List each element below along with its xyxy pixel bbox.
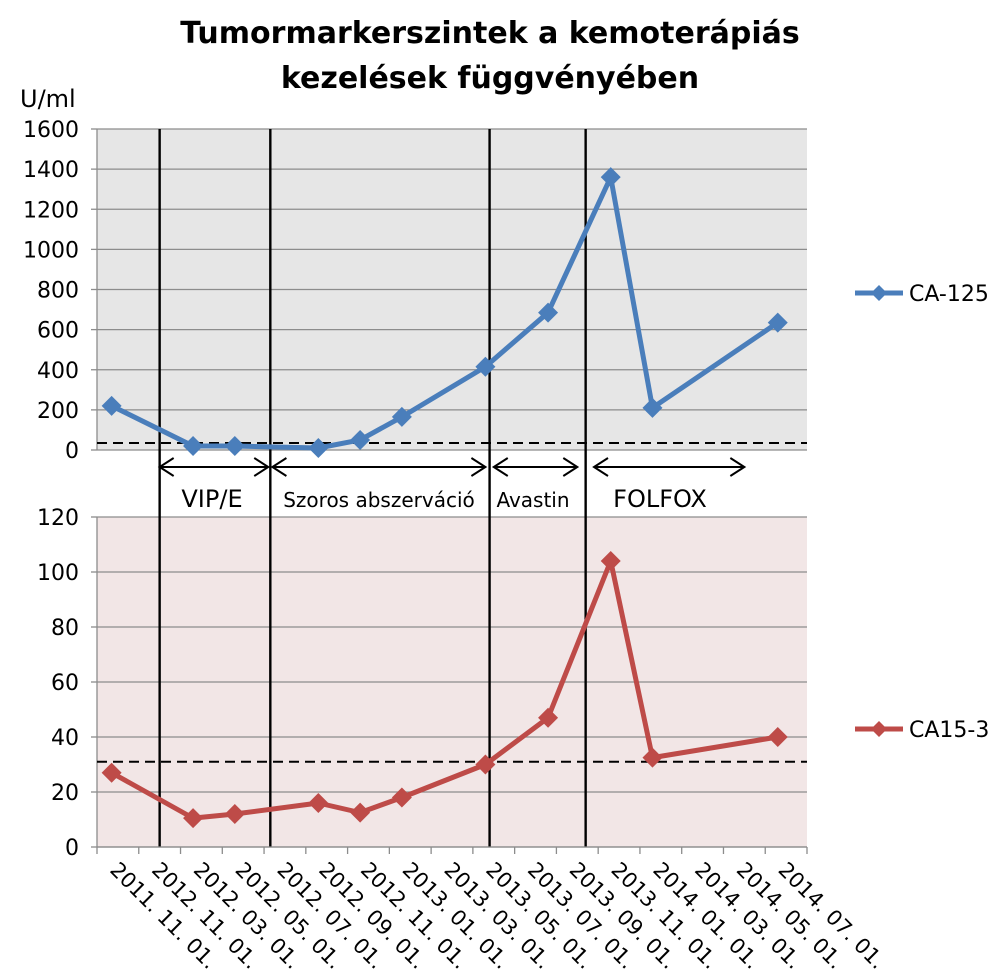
- y-tick-label: 1600: [23, 118, 79, 143]
- phase-arrow-head-right: [729, 457, 747, 477]
- phase-arrow-head-left: [157, 457, 175, 477]
- y-tick-label: 60: [51, 671, 79, 696]
- data-point-CA15-3: [350, 802, 371, 823]
- y-tick-label: 40: [51, 726, 79, 751]
- phase-arrow-head-left: [270, 457, 287, 477]
- phase-arrow-head-right: [253, 457, 271, 477]
- phase-label-folfox: FOLFOX: [613, 485, 707, 513]
- phase-label-avastin: Avastin: [496, 488, 569, 512]
- y-tick-label: 200: [37, 399, 79, 424]
- data-point-CA15-3: [183, 808, 204, 829]
- data-point-CA15-3: [767, 727, 788, 747]
- phase-arrow-head-right: [470, 457, 488, 477]
- data-point-CA15-3: [308, 793, 329, 813]
- data-point-CA-125: [101, 395, 122, 416]
- data-point-CA-125: [183, 435, 204, 456]
- y-tick-label: 120: [37, 506, 79, 531]
- data-point-CA15-3: [391, 787, 412, 808]
- phase-arrow-head-left: [592, 457, 609, 477]
- legend-marker-CA15-3: [871, 721, 887, 737]
- data-point-CA15-3: [642, 747, 663, 768]
- y-tick-label: 0: [65, 836, 79, 861]
- y-tick-label: 1200: [23, 198, 79, 223]
- y-tick-label: 80: [51, 616, 79, 641]
- data-point-CA-125: [391, 406, 412, 427]
- legend-label-CA15-3: CA15-3: [909, 718, 989, 743]
- y-tick-label: 400: [37, 359, 79, 384]
- data-point-CA-125: [767, 312, 788, 333]
- data-point-CA15-3: [475, 754, 496, 775]
- phase-label-szoros-abszerv-ci-: Szoros abszerváció: [283, 488, 475, 512]
- data-point-CA-125: [642, 397, 663, 418]
- data-point-CA-125: [350, 429, 371, 450]
- data-point-CA-125: [538, 302, 559, 323]
- data-point-CA-125: [224, 435, 245, 456]
- data-point-CA15-3: [538, 707, 559, 728]
- data-point-CA-125: [308, 437, 329, 458]
- phase-arrow-head-left: [491, 457, 509, 477]
- y-tick-label: 600: [37, 319, 79, 344]
- y-tick-label: 1000: [23, 238, 79, 263]
- data-point-CA-125: [600, 167, 621, 188]
- chart-title-line-1: Tumormarkerszintek a kemoterápiás: [180, 16, 799, 51]
- data-point-CA15-3: [101, 762, 122, 783]
- y-tick-label: 800: [37, 279, 79, 304]
- data-point-CA15-3: [600, 551, 621, 571]
- phase-label-vip-e: VIP/E: [181, 485, 242, 513]
- y-tick-label: 20: [51, 781, 79, 806]
- legend-marker-CA-125: [871, 285, 887, 301]
- y-tick-label: 1400: [23, 158, 79, 183]
- y-tick-label: 0: [65, 439, 79, 464]
- phase-arrow-head-right: [562, 457, 580, 477]
- y-axis-unit-label: U/ml: [20, 85, 76, 113]
- data-point-CA-125: [475, 356, 496, 377]
- data-point-CA15-3: [224, 804, 245, 824]
- chart-title-line-2: kezelések függvényében: [281, 61, 699, 96]
- y-tick-label: 100: [37, 561, 79, 586]
- legend-label-CA-125: CA-125: [909, 282, 989, 307]
